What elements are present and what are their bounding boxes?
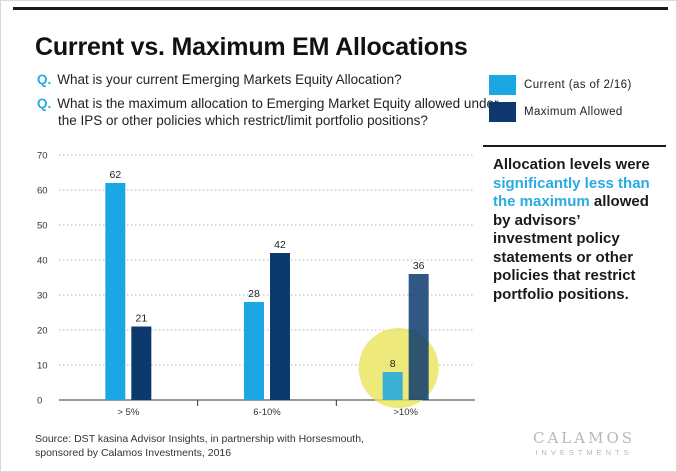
y-tick-label: 20 [37, 326, 48, 337]
legend-swatch-maximum [489, 102, 516, 122]
question-1-text: What is your current Emerging Markets Eq… [57, 72, 402, 87]
y-tick-label: 40 [37, 256, 48, 267]
y-tick-label: 60 [37, 186, 48, 197]
bar [105, 183, 126, 400]
callout-rule [483, 145, 666, 147]
y-tick-label: 10 [37, 361, 48, 372]
question-1-label: Q. [37, 72, 52, 87]
bar [131, 326, 152, 400]
callout-part1: Allocation levels were [493, 156, 650, 173]
legend-label-maximum: Maximum Allowed [524, 106, 623, 118]
calamos-logo: CALAMOS INVESTMENTS [533, 429, 635, 457]
logo-tagline: INVESTMENTS [535, 448, 633, 457]
callout-highlight: significantly less than the maximum [493, 174, 650, 211]
logo-name: CALAMOS [533, 429, 636, 447]
bar [244, 302, 264, 400]
bar [382, 372, 403, 400]
legend-label-current: Current (as of 2/16) [524, 79, 632, 91]
page-title: Current vs. Maximum EM Allocations [35, 33, 468, 61]
bar [408, 274, 429, 400]
legend-item-current: Current (as of 2/16) [489, 75, 632, 95]
data-label: 8 [390, 358, 396, 370]
bar [270, 253, 290, 400]
question-1: Q. What is your current Emerging Markets … [37, 71, 402, 88]
y-tick-label: 0 [37, 396, 42, 407]
data-label: 21 [135, 313, 147, 325]
x-tick-label: 6-10% [253, 407, 281, 418]
y-tick-label: 30 [37, 291, 48, 302]
y-tick-label: 70 [37, 151, 48, 162]
data-label: 62 [109, 169, 121, 181]
data-label: 28 [248, 288, 260, 300]
x-tick-label: > 5% [117, 407, 139, 418]
question-2-label: Q. [37, 96, 52, 111]
callout-part2: allowed by advisors’ investment policy s… [493, 193, 649, 303]
bar-chart: 0 10 20 30 40 50 60 70 62 21 > 5% 28 42 6-10% 8 36 >10% [37, 151, 475, 418]
data-label: 36 [413, 260, 425, 272]
question-2: Q. What is the maximum allocation to Emer… [37, 95, 508, 129]
legend-item-maximum: Maximum Allowed [489, 102, 623, 122]
legend-swatch-current [489, 75, 516, 95]
data-label: 42 [274, 239, 286, 251]
x-tick-label: >10% [393, 407, 418, 418]
question-2-text: What is the maximum allocation to Emergi… [57, 96, 499, 128]
y-tick-label: 50 [37, 221, 48, 232]
top-rule [13, 7, 668, 10]
source-note: Source: DST kasina Advisor Insights, in … [35, 433, 364, 459]
callout-text: Allocation levels were significantly les… [493, 156, 663, 304]
